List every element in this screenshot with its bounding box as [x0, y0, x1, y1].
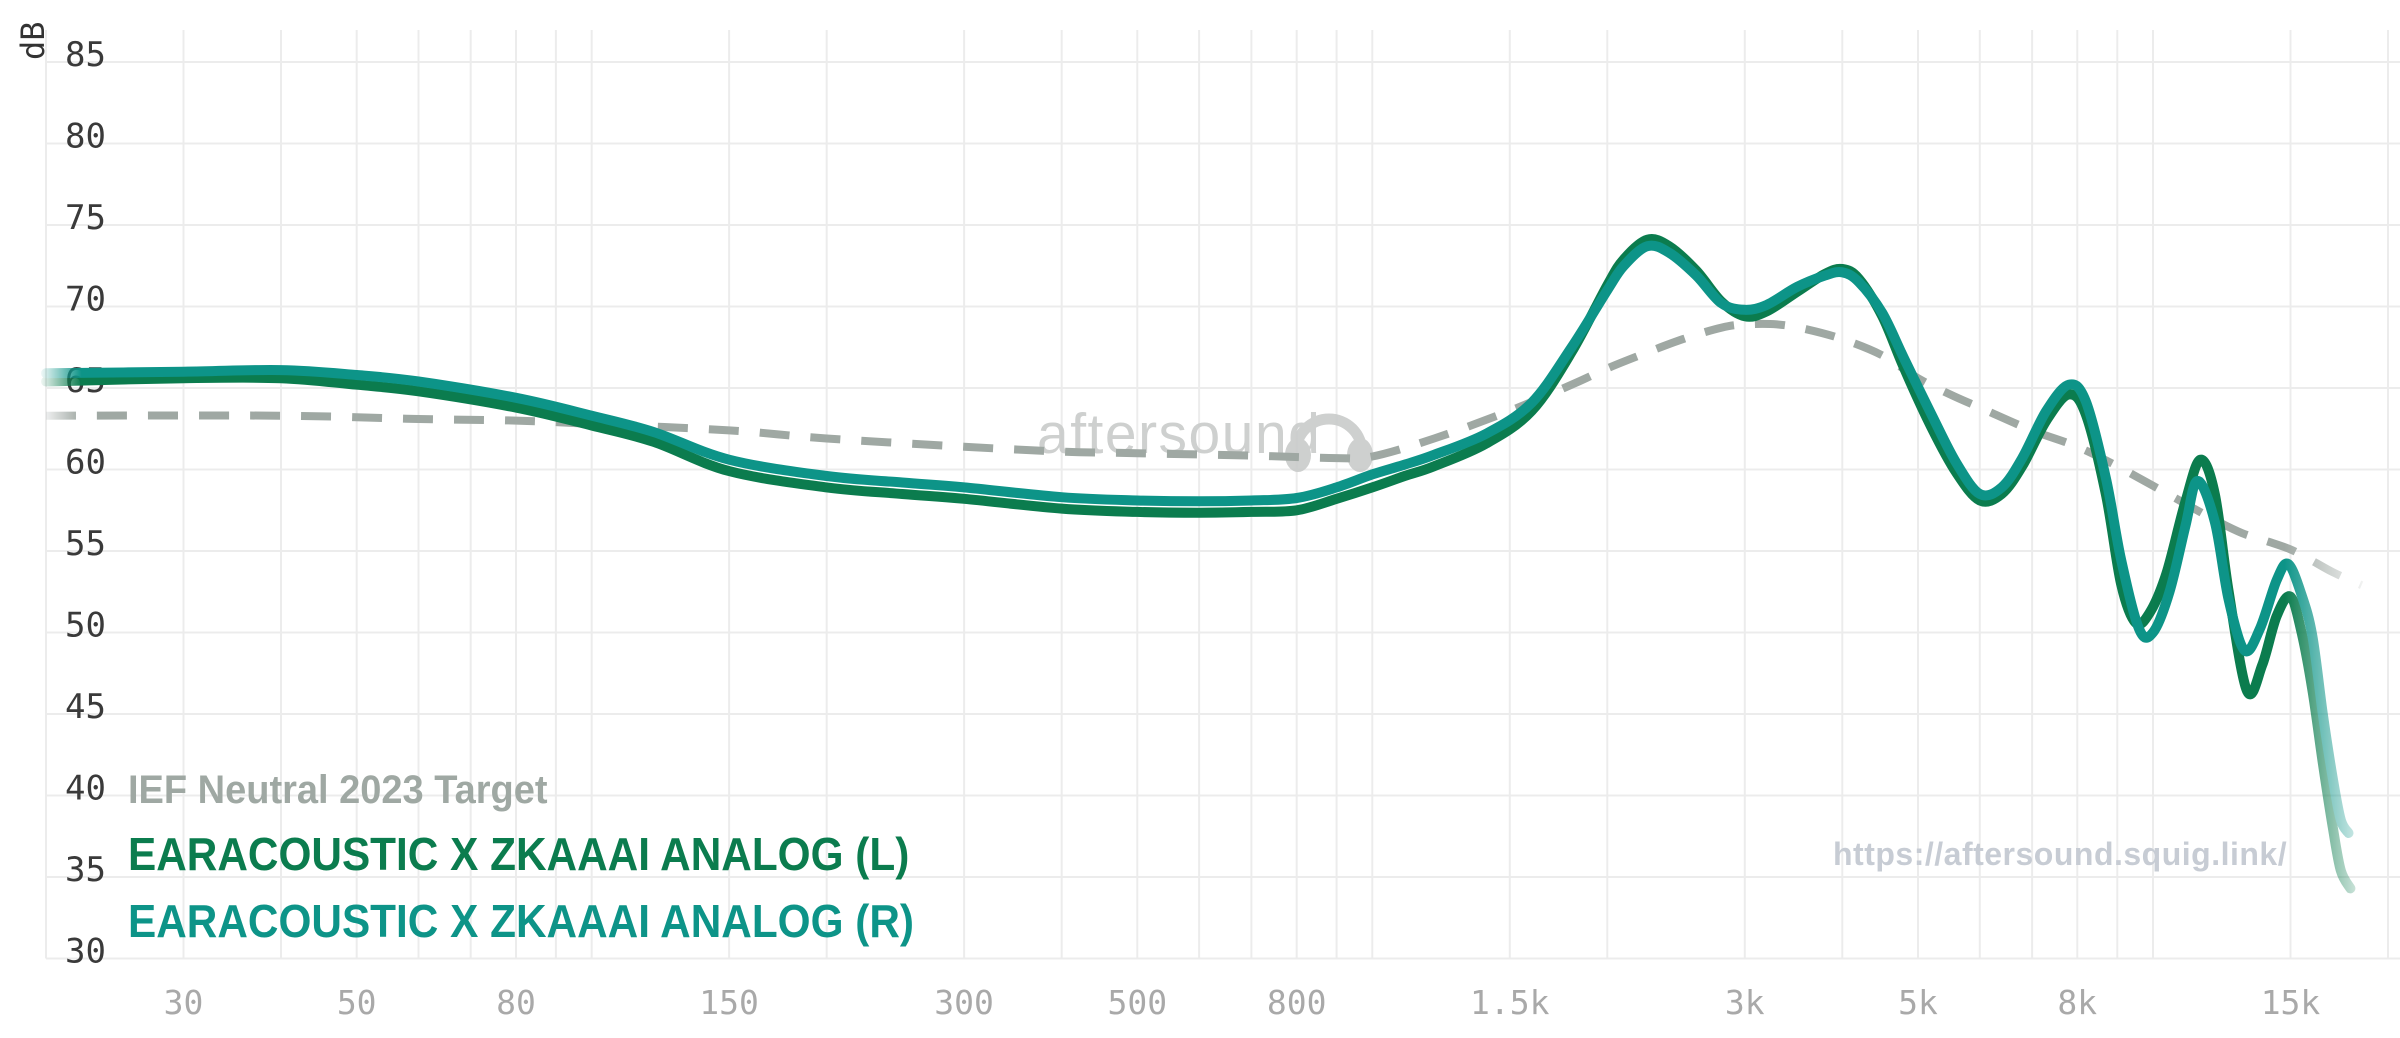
svg-text:3k: 3k: [1725, 983, 1765, 1022]
svg-text:8k: 8k: [2057, 983, 2097, 1022]
right-channel-curve: [41, 240, 2354, 838]
svg-text:60: 60: [65, 443, 106, 483]
svg-text:50: 50: [65, 606, 106, 646]
series-curves: [41, 234, 2364, 894]
svg-text:30: 30: [65, 932, 106, 972]
y-axis-unit-label: dB: [14, 21, 52, 60]
legend-item-left-channel[interactable]: EARACOUSTIC X ZKAAAI ANALOG (L): [128, 828, 910, 880]
svg-text:55: 55: [65, 524, 106, 564]
svg-text:5k: 5k: [1898, 983, 1938, 1022]
legend-item-target[interactable]: IEF Neutral 2023 Target: [128, 768, 548, 812]
svg-text:15k: 15k: [2261, 983, 2321, 1022]
svg-text:40: 40: [65, 769, 106, 809]
svg-text:70: 70: [65, 280, 106, 320]
svg-text:35: 35: [65, 850, 106, 890]
svg-text:45: 45: [65, 687, 106, 727]
svg-text:500: 500: [1107, 983, 1167, 1022]
svg-text:800: 800: [1267, 983, 1327, 1022]
x-axis-labels: 30 50 80 150 300 500 800 1.5k 3k 5k 8k 15k: [164, 983, 2321, 1022]
svg-text:1.5k: 1.5k: [1470, 983, 1550, 1022]
grid: [45, 30, 2400, 960]
legend-item-right-channel[interactable]: EARACOUSTIC X ZKAAAI ANALOG (R): [128, 895, 915, 947]
site-url-watermark: https://aftersound.squig.link/: [1833, 836, 2288, 872]
svg-text:30: 30: [164, 983, 204, 1022]
svg-text:50: 50: [337, 983, 377, 1022]
svg-text:75: 75: [65, 198, 106, 238]
headphones-icon: [1285, 413, 1373, 472]
svg-text:85: 85: [65, 35, 106, 75]
svg-text:300: 300: [934, 983, 994, 1022]
svg-text:150: 150: [699, 983, 759, 1022]
svg-text:80: 80: [65, 117, 106, 157]
svg-text:80: 80: [496, 983, 536, 1022]
